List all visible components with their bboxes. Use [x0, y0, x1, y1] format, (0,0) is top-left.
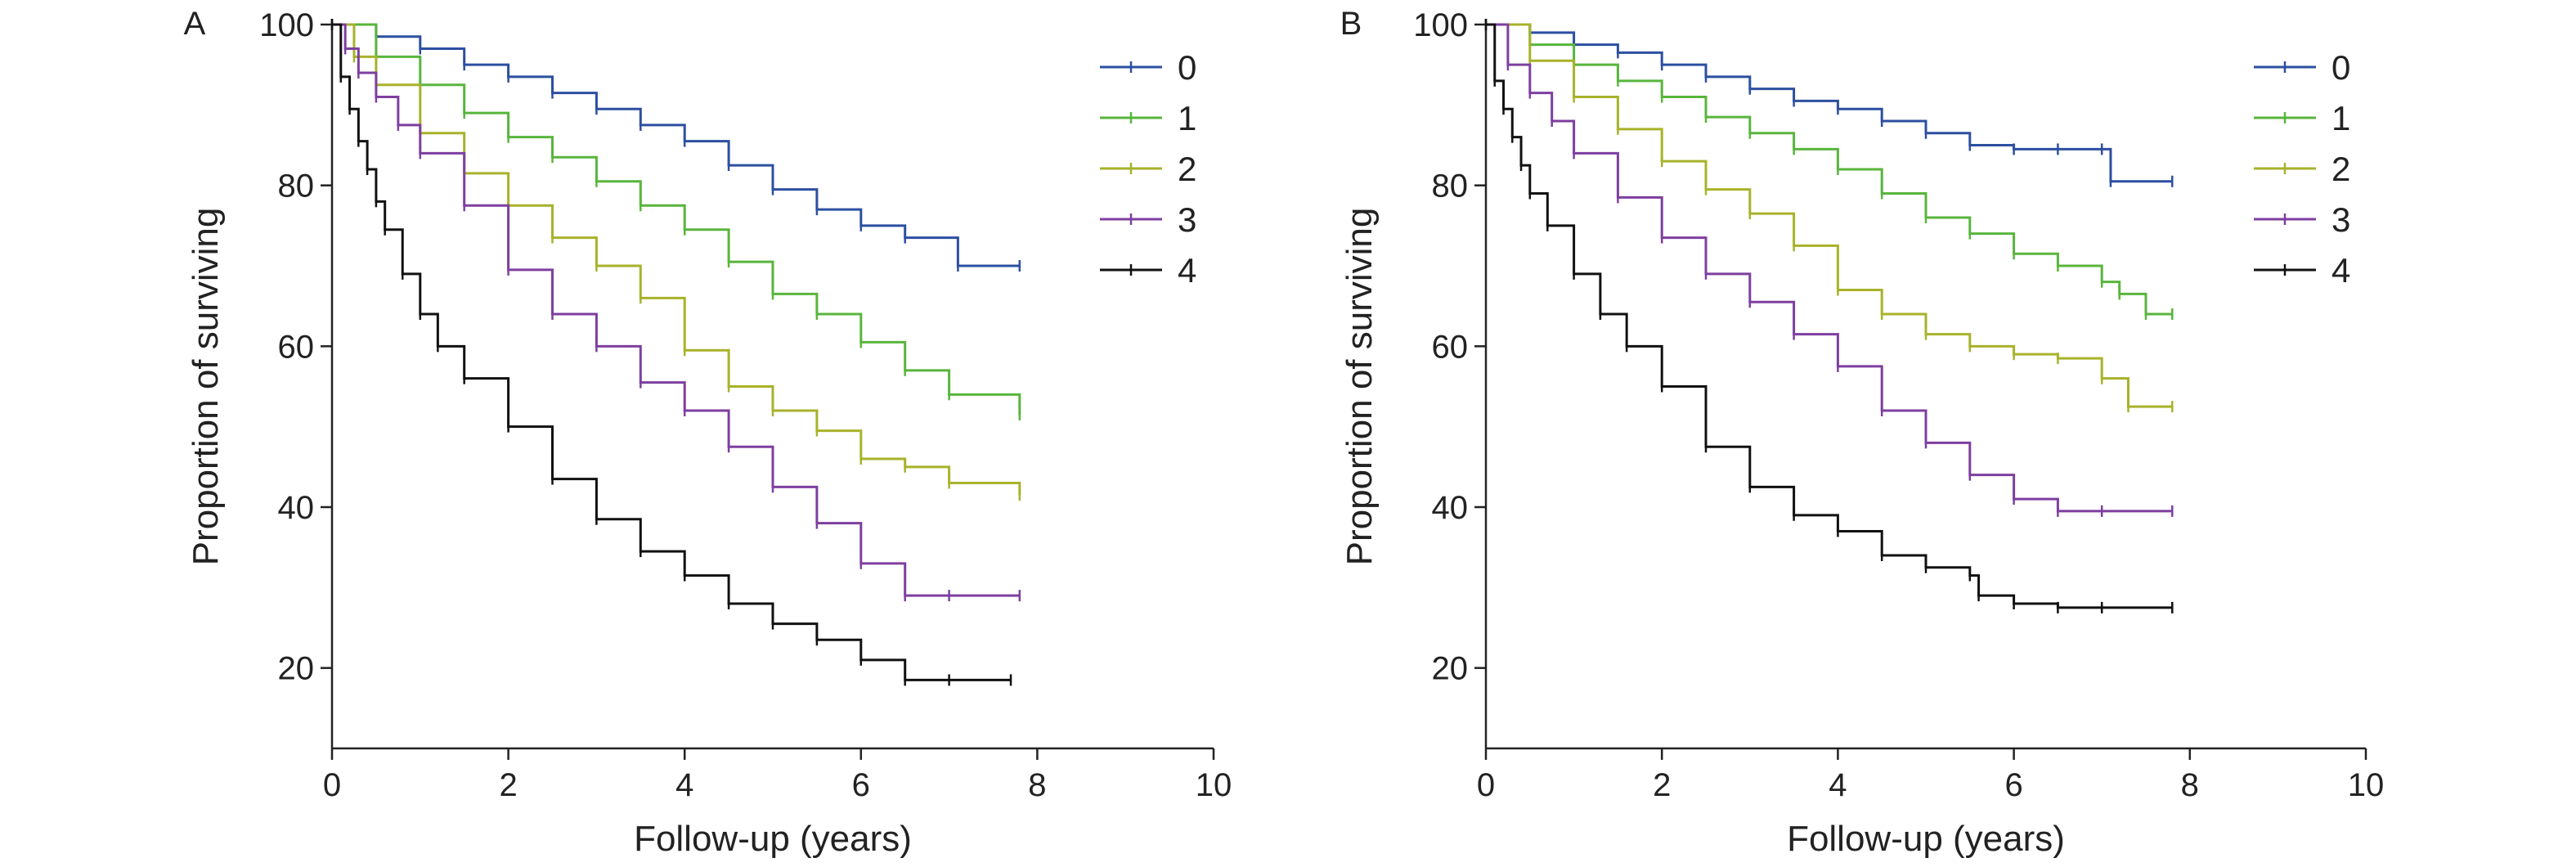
- x-tick-label: 10: [1196, 767, 1232, 803]
- series-3: [330, 19, 1021, 602]
- x-tick-label: 2: [499, 767, 517, 803]
- panel-label: B: [1340, 6, 1362, 42]
- x-tick-label: 6: [852, 767, 870, 803]
- series-0: [330, 19, 1021, 272]
- y-axis-label: Proportion of surviving: [186, 208, 226, 566]
- survival-curve-2: [1486, 23, 2173, 408]
- x-tick-label: 6: [2004, 767, 2022, 803]
- y-tick-label: 20: [1432, 651, 1469, 687]
- legend-label: 4: [1178, 251, 1196, 290]
- survival-curve-0: [332, 23, 1020, 267]
- y-tick-label: 20: [278, 651, 315, 687]
- x-tick-label: 0: [323, 767, 341, 803]
- y-tick-label: 100: [259, 7, 314, 43]
- survival-curve-1: [332, 23, 1021, 415]
- legend-label: 3: [2331, 200, 2350, 239]
- series-3: [1484, 19, 2174, 517]
- legend-label: 2: [2331, 150, 2350, 188]
- legend-label: 0: [1178, 48, 1196, 87]
- legend-label: 3: [1178, 200, 1196, 239]
- survival-curve-0: [1486, 23, 2173, 183]
- survival-curve-4: [1486, 23, 2173, 609]
- series-4: [330, 19, 1012, 686]
- panel-label: A: [184, 6, 206, 42]
- survival-curve-1: [1486, 23, 2173, 316]
- x-tick-label: 0: [1477, 767, 1495, 803]
- y-tick-label: 40: [1432, 490, 1469, 526]
- series-2: [1484, 19, 2174, 413]
- series-1: [330, 19, 1021, 420]
- x-tick-label: 4: [1829, 767, 1847, 803]
- x-axis-label: Follow-up (years): [1787, 819, 2065, 859]
- legend-label: 0: [2331, 48, 2350, 87]
- survival-curve-3: [332, 23, 1020, 597]
- y-tick-label: 80: [278, 168, 315, 204]
- y-tick-label: 80: [1432, 168, 1469, 204]
- y-axis-label: Proportion of surviving: [1340, 208, 1380, 566]
- legend-label: 1: [1178, 99, 1196, 137]
- x-tick-label: 2: [1653, 767, 1671, 803]
- y-tick-label: 40: [278, 490, 315, 526]
- legend-label: 2: [1178, 150, 1196, 188]
- y-tick-label: 60: [278, 329, 315, 365]
- x-tick-label: 4: [675, 767, 693, 803]
- y-tick-label: 100: [1413, 7, 1468, 43]
- series-2: [330, 19, 1021, 501]
- x-axis-label: Follow-up (years): [634, 819, 912, 859]
- survival-curve-2: [332, 23, 1021, 496]
- survival-curve-4: [332, 23, 1012, 681]
- legend-label: 1: [2331, 99, 2350, 137]
- x-tick-label: 10: [2348, 767, 2385, 803]
- series-4: [1484, 19, 2174, 613]
- x-tick-label: 8: [2181, 767, 2199, 803]
- legend-label: 4: [2331, 251, 2350, 290]
- x-tick-label: 8: [1028, 767, 1046, 803]
- y-tick-label: 60: [1432, 329, 1469, 365]
- series-0: [1484, 19, 2174, 187]
